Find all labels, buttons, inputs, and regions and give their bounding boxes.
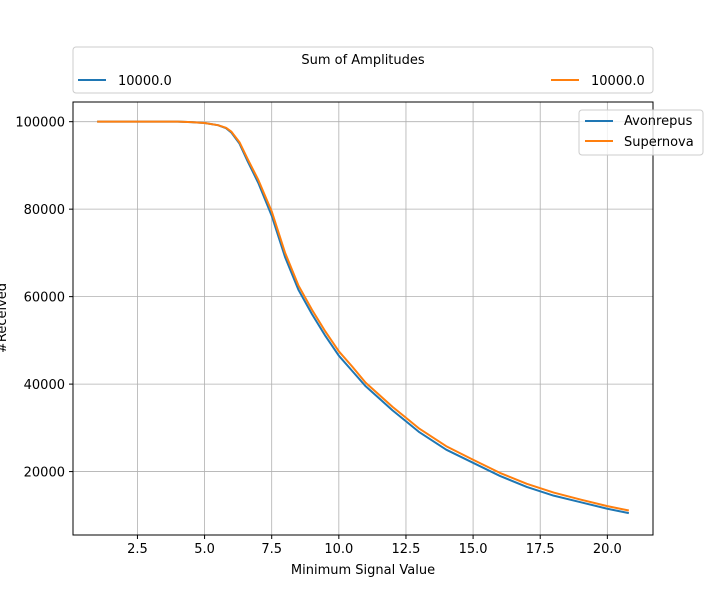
top-legend-label-1: 10000.0 bbox=[118, 74, 172, 89]
axis-ticks: 2.5 5.0 7.5 10.0 12.5 15.0 17.5 20.0 20000 40000 6… bbox=[15, 116, 621, 557]
top-legend: Sum of Amplitudes 10000.0 10000.0 bbox=[72, 46, 654, 94]
y-tick-label: 80000 bbox=[24, 203, 65, 218]
top-legend-title: Sum of Amplitudes bbox=[301, 53, 425, 68]
grid bbox=[73, 102, 653, 535]
x-tick-label: 7.5 bbox=[261, 542, 282, 557]
y-tick-label: 100000 bbox=[15, 116, 65, 131]
series-legend-label-avonrepus: Avonrepus bbox=[624, 114, 693, 129]
x-tick-label: 15.0 bbox=[459, 542, 488, 557]
y-tick-label: 20000 bbox=[24, 466, 65, 481]
x-axis-label: Minimum Signal Value bbox=[291, 563, 435, 578]
series-lines bbox=[97, 120, 630, 515]
x-tick-label: 20.0 bbox=[593, 542, 622, 557]
series-legend: Avonrepus Supernova bbox=[578, 109, 704, 156]
x-tick-label: 2.5 bbox=[127, 542, 148, 557]
top-legend-frame bbox=[72, 46, 654, 94]
x-tick-label: 12.5 bbox=[391, 542, 420, 557]
top-legend-label-2: 10000.0 bbox=[591, 74, 645, 89]
plot-frame bbox=[72, 101, 654, 536]
x-tick-label: 10.0 bbox=[324, 542, 353, 557]
x-tick-label: 17.5 bbox=[526, 542, 555, 557]
series-line-supernova bbox=[97, 120, 630, 512]
y-tick-label: 60000 bbox=[24, 291, 65, 306]
x-tick-label: 5.0 bbox=[194, 542, 215, 557]
series-legend-label-supernova: Supernova bbox=[624, 135, 694, 150]
series-line-avonrepus bbox=[97, 120, 630, 515]
y-tick-label: 40000 bbox=[24, 378, 65, 393]
y-axis-label: #Received bbox=[0, 283, 10, 353]
